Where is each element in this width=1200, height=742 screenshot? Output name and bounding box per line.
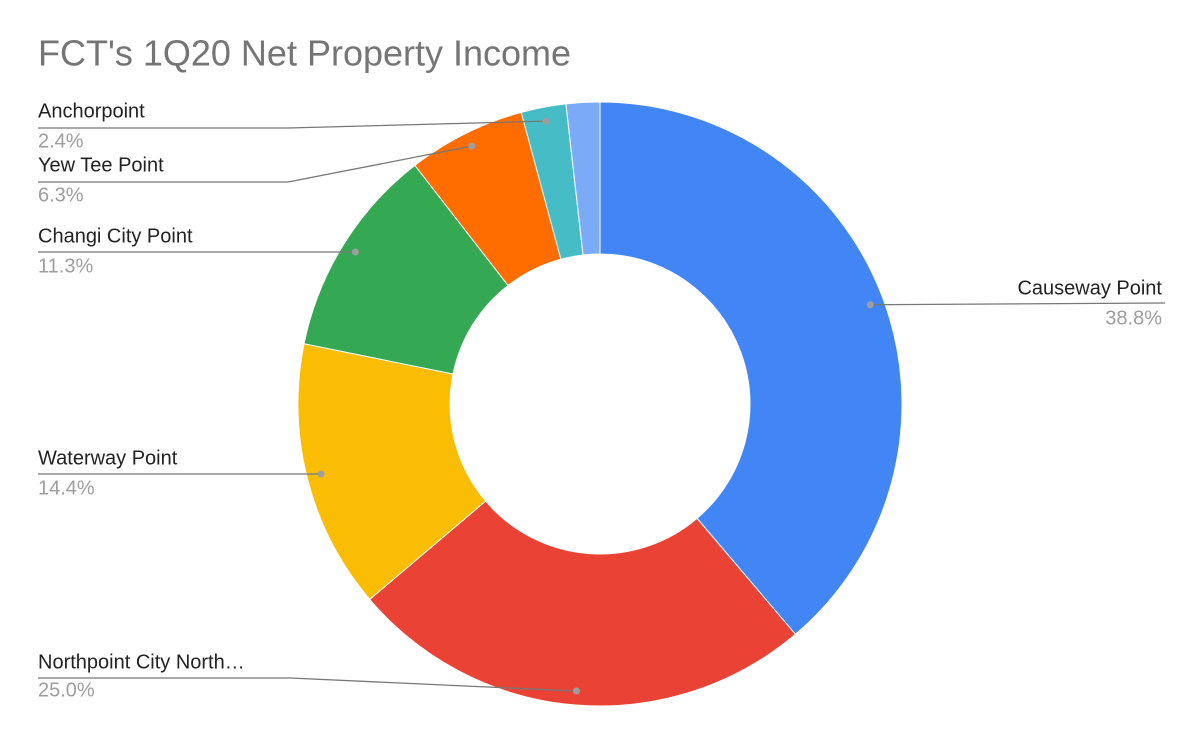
leader-dot	[542, 117, 550, 125]
slice-value-label: 14.4%	[38, 477, 95, 499]
slice-value-label: 38.8%	[1105, 307, 1162, 329]
slice	[565, 101, 601, 256]
leader-line	[38, 145, 472, 183]
chart-title: FCT's 1Q20 Net Property Income	[38, 33, 571, 74]
slice-label: Causeway Point	[1017, 277, 1162, 299]
slice	[369, 500, 797, 707]
leader-dot	[573, 687, 581, 695]
slice-label: Northpoint City North…	[38, 651, 245, 673]
slice-label: Yew Tee Point	[38, 154, 164, 176]
slice-value-label: 2.4%	[38, 130, 84, 152]
slice-label: Anchorpoint	[38, 100, 145, 122]
slice-label: Changi City Point	[38, 225, 193, 247]
leader-line	[38, 120, 547, 129]
leader-line	[38, 677, 577, 692]
leader-line	[870, 302, 1166, 306]
slice-value-label: 11.3%	[38, 255, 93, 277]
slice-value-label: 6.3%	[38, 184, 84, 206]
leader-dot	[351, 248, 359, 256]
slice	[297, 343, 487, 601]
slice	[599, 101, 903, 635]
leader-dot	[317, 470, 325, 478]
leader-dot	[866, 301, 874, 309]
slice-value-label: 25.0%	[38, 679, 95, 701]
slice-label: Waterway Point	[38, 447, 178, 469]
leader-dot	[468, 142, 476, 150]
